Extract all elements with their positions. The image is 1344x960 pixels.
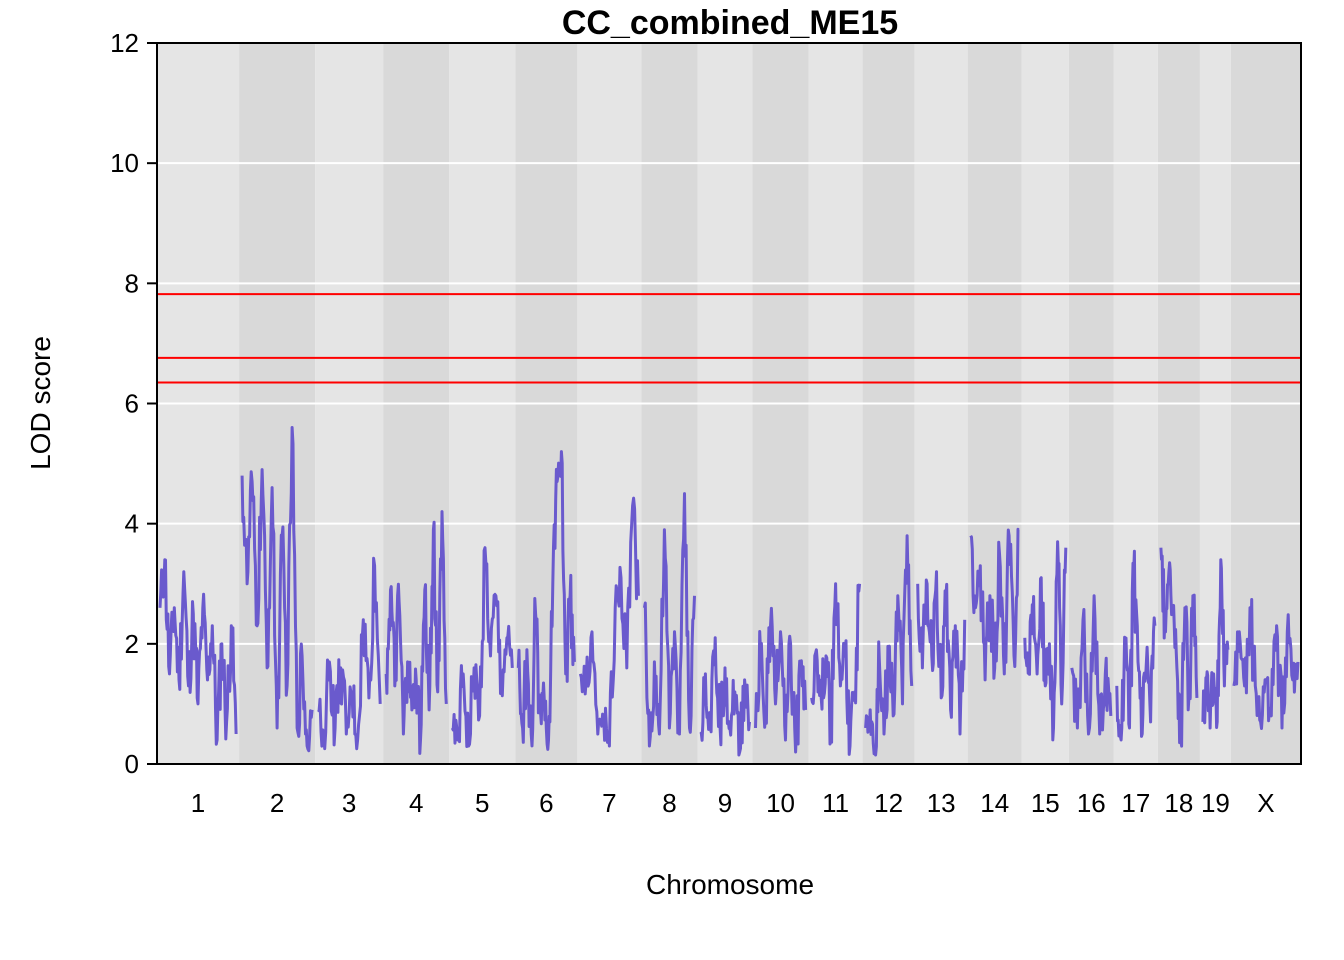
y-tick-label-2: 2 [125,629,139,659]
y-axis: 0 2 4 6 8 10 12 [110,28,158,779]
lod-line-chr-11 [810,582,862,756]
threshold-lines [157,293,1301,384]
x-tick-label-14: 14 [980,788,1009,818]
y-tick-label-6: 6 [125,389,139,419]
lod-line-chr-7 [578,496,640,748]
x-tick-label-4: 4 [409,788,423,818]
lod-line-chr-14 [969,527,1020,682]
lod-line-chr-9 [699,636,751,757]
lod-line-chr-2 [240,426,314,753]
y-tick-label-0: 0 [125,749,139,779]
lod-line-chr-X [1232,598,1300,730]
y-tick-label-10: 10 [110,148,139,178]
lod-line-chr-4 [384,510,448,755]
x-tick-label-9: 9 [718,788,732,818]
lod-line-chr-17 [1115,549,1157,742]
y-tick-label-12: 12 [110,28,139,58]
gridlines [157,162,1301,645]
y-axis-label: LOD score [25,336,56,470]
lod-line-chr-8 [642,492,696,748]
lod-line-chr-19 [1201,558,1230,730]
x-tick-label-15: 15 [1031,788,1060,818]
lod-line-chr-6 [516,450,576,751]
x-tick-label-6: 6 [539,788,553,818]
lod-line-chr-16 [1070,594,1113,736]
x-tick-label-10: 10 [766,788,795,818]
x-tick-label-X: X [1257,788,1274,818]
x-tick-label-16: 16 [1077,788,1106,818]
x-tick-label-8: 8 [662,788,676,818]
lod-line-chr-3 [317,556,382,751]
x-tick-label-13: 13 [927,788,956,818]
y-tick-label-4: 4 [125,509,139,539]
chart-title: CC_combined_ME15 [562,4,898,42]
x-tick-label-5: 5 [475,788,489,818]
lod-line-chr-12 [864,534,914,757]
lod-line-chr-1 [158,558,238,746]
x-tick-label-19: 19 [1201,788,1230,818]
y-tick-label-8: 8 [125,268,139,298]
x-tick-label-1: 1 [191,788,205,818]
lod-line-chr-10 [754,606,808,754]
x-tick-label-12: 12 [874,788,903,818]
lod-line-chr-13 [916,570,967,736]
x-axis-label: Chromosome [646,869,814,900]
lod-line-chr-18 [1159,547,1199,748]
x-tick-label-3: 3 [342,788,356,818]
lod-series [158,426,1300,757]
x-tick-label-18: 18 [1164,788,1193,818]
x-tick-label-7: 7 [602,788,616,818]
lod-line-chr-5 [450,546,514,748]
x-tick-label-17: 17 [1121,788,1150,818]
x-tick-label-2: 2 [270,788,284,818]
x-axis: 1 2 3 4 5 6 7 8 9 10 11 12 13 14 15 16 17 18 19 X [191,788,1275,818]
lod-line-chr-15 [1023,540,1068,742]
x-tick-label-11: 11 [822,788,849,818]
